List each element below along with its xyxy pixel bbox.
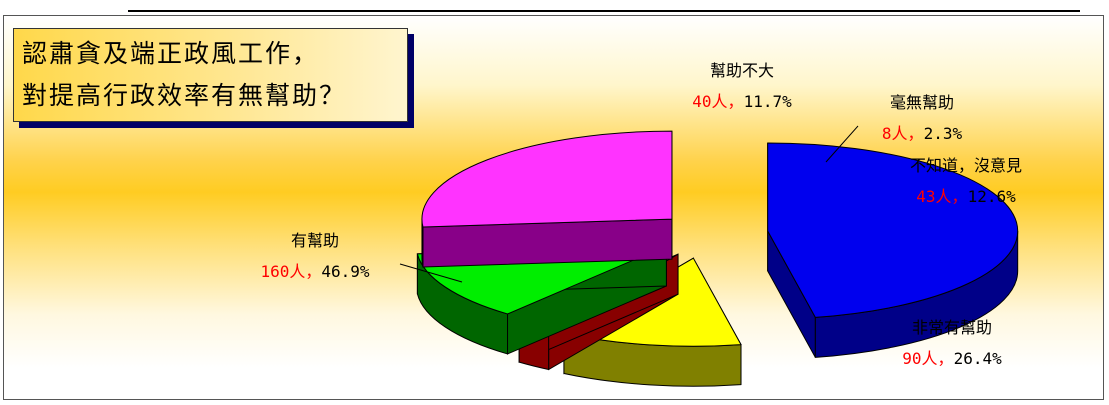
slice-separator: ，	[908, 124, 924, 143]
title-line-2: 對提高行政效率有無幫助？	[22, 81, 347, 110]
slice-category-label: 毫無幫助	[890, 93, 954, 112]
slice-top	[421, 130, 673, 228]
slice-category-label: 幫助不大	[710, 61, 774, 80]
slice-percent-label: 2.3%	[924, 124, 963, 143]
slice-percent-label: 46.9%	[321, 262, 370, 281]
slice-separator: ，	[938, 349, 954, 368]
leader-line	[825, 125, 859, 163]
slice-value-label: 40人，11.7%	[692, 92, 792, 111]
slice-percent-label: 26.4%	[954, 349, 1003, 368]
slice-category-label: 有幫助	[291, 231, 339, 250]
slice-top	[767, 142, 1019, 318]
slice-value-label: 43人，12.6%	[916, 187, 1016, 206]
slice-category-label: 非常有幫助	[912, 318, 992, 337]
slice-count-label: 8人	[882, 124, 908, 143]
slice-percent-label: 11.7%	[744, 92, 793, 111]
slice-feichang-you-bangzhu	[421, 130, 673, 268]
slice-value-label: 160人，46.9%	[260, 262, 369, 281]
slice-count-label: 90人	[902, 349, 937, 368]
top-rule	[128, 10, 1080, 12]
slice-value-label: 90人，26.4%	[902, 349, 1002, 368]
slice-count-label: 40人	[692, 92, 727, 111]
slice-separator: ，	[728, 92, 744, 111]
title-line-1: 認肅貪及端正政風工作，	[22, 39, 320, 68]
chart-title: 認肅貪及端正政風工作， 對提高行政效率有無幫助？	[13, 28, 408, 122]
slice-category-label: 不知道，沒意見	[910, 156, 1022, 175]
slice-separator: ，	[305, 262, 321, 281]
slice-value-label: 8人，2.3%	[882, 124, 963, 143]
leader-line	[399, 263, 463, 283]
slice-separator: ，	[952, 187, 968, 206]
slice-count-label: 43人	[916, 187, 951, 206]
slice-count-label: 160人	[260, 262, 305, 281]
slice-you-bangzhu	[767, 142, 1019, 358]
slice-percent-label: 12.6%	[968, 187, 1017, 206]
